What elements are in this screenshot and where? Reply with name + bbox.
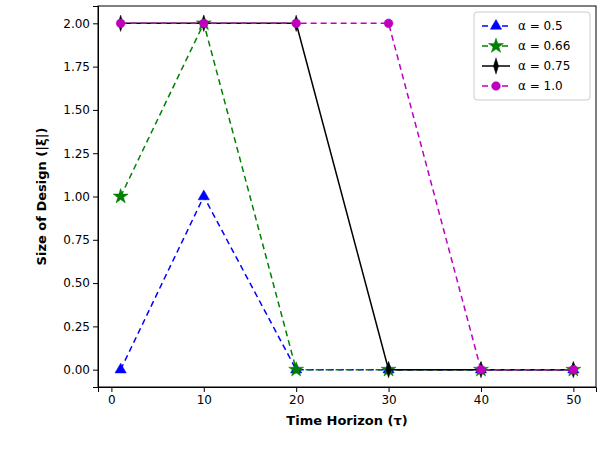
y-tick-mark <box>93 23 98 24</box>
marker <box>384 19 393 28</box>
marker <box>569 365 578 374</box>
y-tick-label: 0.00 <box>63 363 90 377</box>
y-tick-mark <box>93 240 98 241</box>
x-axis-title: Time Horizon (τ) <box>286 413 407 428</box>
y-tick: 1.00 <box>63 190 98 204</box>
x-tick-mark <box>481 387 482 392</box>
y-tick-mark <box>93 197 98 198</box>
x-tick-mark <box>296 387 297 392</box>
x-tick-label: 0 <box>108 393 116 407</box>
x-axis: 0 10 20 30 40 50 <box>99 387 597 407</box>
y-tick-label: 1.25 <box>63 147 90 161</box>
legend-label: α = 0.5 <box>518 19 563 33</box>
x-tick: 20 <box>289 387 304 407</box>
legend-marker <box>493 58 498 74</box>
x-tick-mark <box>573 387 574 392</box>
legend-marker <box>490 19 501 29</box>
marker <box>386 362 391 378</box>
marker <box>292 19 301 28</box>
y-tick: 0.25 <box>63 320 98 334</box>
legend-marker <box>488 38 503 52</box>
y-tick-mark <box>93 370 98 371</box>
x-tick-label: 50 <box>566 393 581 407</box>
plot: 0 10 20 30 40 50 0.00 0.25 0.50 0.75 1.00 1.25 1.50 1… <box>63 6 596 407</box>
legend: α = 0.5 α = 0.66 α = 0.75 α = 1.0 <box>474 12 590 100</box>
y-tick-mark <box>93 153 98 154</box>
x-tick-label: 20 <box>289 393 304 407</box>
marker <box>116 19 125 28</box>
y-tick: 0.00 <box>63 363 98 377</box>
legend-label: α = 1.0 <box>518 79 563 93</box>
y-tick: 2.00 <box>63 17 98 31</box>
x-axis-line <box>99 388 597 393</box>
marker <box>113 189 128 203</box>
y-tick-label: 1.00 <box>63 190 90 204</box>
y-tick-mark <box>93 67 98 68</box>
chart: 0 10 20 30 40 50 0.00 0.25 0.50 0.75 1.00 1.25 1.50 1… <box>0 0 614 472</box>
marker <box>115 363 126 373</box>
y-tick: 0.75 <box>63 233 98 247</box>
marker <box>289 362 304 376</box>
y-axis: 0.00 0.25 0.50 0.75 1.00 1.25 1.50 1.75 2.00 <box>63 7 98 388</box>
y-tick-mark <box>93 110 98 111</box>
marker <box>477 365 486 374</box>
y-tick-label: 1.75 <box>63 60 90 74</box>
plot-frame <box>98 6 596 387</box>
y-tick-label: 1.50 <box>63 103 90 117</box>
x-tick-mark <box>111 387 112 392</box>
legend-box <box>474 12 590 100</box>
x-tick-mark <box>204 387 205 392</box>
x-tick: 30 <box>381 387 396 407</box>
x-tick: 0 <box>108 387 116 407</box>
y-tick-label: 2.00 <box>63 17 90 31</box>
series-line <box>121 197 574 370</box>
x-tick: 40 <box>474 387 489 407</box>
y-tick: 1.50 <box>63 103 98 117</box>
marker <box>199 19 208 28</box>
y-tick-label: 0.75 <box>63 233 90 247</box>
legend-label: α = 0.66 <box>518 39 570 53</box>
y-tick-label: 0.50 <box>63 276 90 290</box>
y-tick-label: 0.25 <box>63 320 90 334</box>
x-tick-mark <box>389 387 390 392</box>
legend-label: α = 0.75 <box>518 59 570 73</box>
y-tick: 0.50 <box>63 276 98 290</box>
legend-marker <box>492 82 501 91</box>
y-axis-title: Size of Design (|ξ|) <box>34 128 49 266</box>
y-tick: 1.25 <box>63 147 98 161</box>
x-tick-label: 10 <box>197 393 212 407</box>
x-tick: 10 <box>197 387 212 407</box>
marker <box>198 190 209 200</box>
y-tick-mark <box>93 283 98 284</box>
x-tick-label: 30 <box>381 393 396 407</box>
x-tick-label: 40 <box>474 393 489 407</box>
y-tick: 1.75 <box>63 60 98 74</box>
y-tick-mark <box>93 326 98 327</box>
x-tick: 50 <box>566 387 581 407</box>
